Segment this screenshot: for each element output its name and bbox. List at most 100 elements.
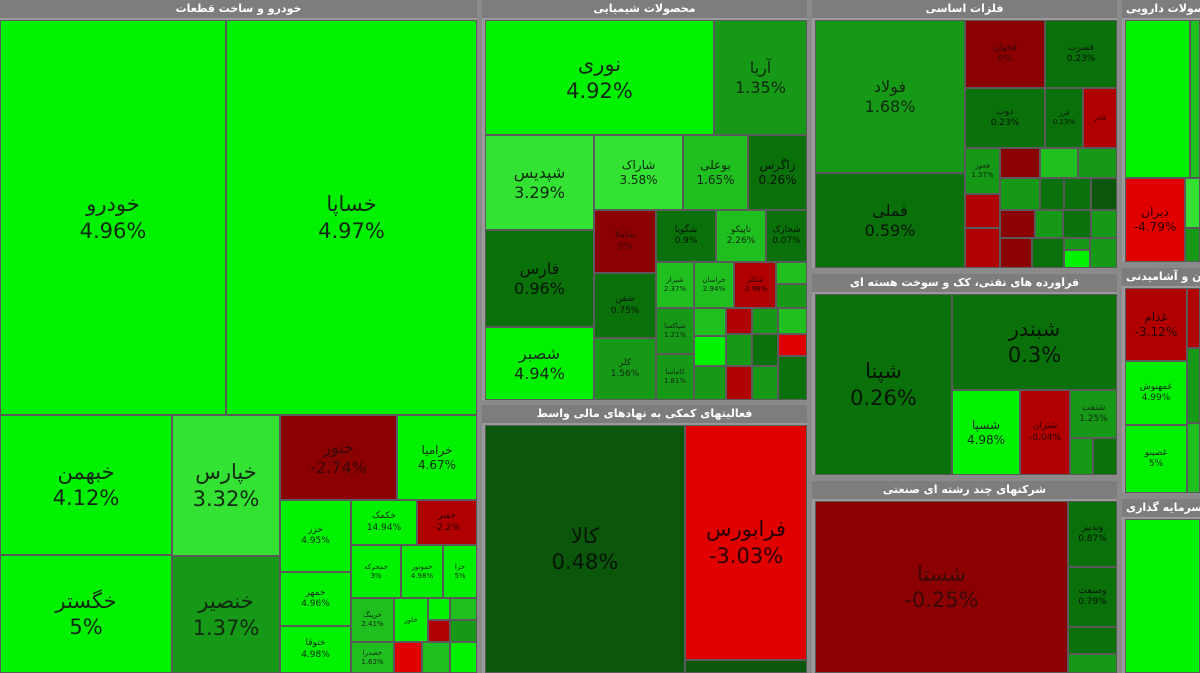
stock-tile-zagros[interactable]: زاگرس 0.26% [748, 135, 807, 210]
stock-tile[interactable] [694, 366, 726, 400]
stock-tile[interactable] [1040, 178, 1064, 210]
stock-tile[interactable] [1032, 238, 1064, 268]
stock-tile[interactable] [1091, 210, 1117, 238]
stock-tile-shenaft[interactable]: شنفت 1.25% [1070, 390, 1117, 438]
stock-tile[interactable] [1064, 178, 1091, 210]
stock-tile-vatadbir[interactable]: وتدبیر 0.87% [1068, 501, 1117, 567]
stock-tile[interactable] [1040, 148, 1078, 178]
stock-tile-kala[interactable]: کالا 0.48% [485, 425, 685, 673]
stock-tile-foolad[interactable]: فولاد 1.68% [815, 20, 965, 173]
stock-tile[interactable] [694, 336, 726, 366]
stock-tile-ghadam[interactable]: غدام -3.12% [1125, 288, 1187, 361]
stock-tile[interactable] [1187, 348, 1200, 423]
stock-tile-vasanat[interactable]: وصنعت 0.79% [1068, 567, 1117, 627]
stock-tile[interactable] [1125, 519, 1200, 673]
stock-tile[interactable] [778, 334, 807, 356]
stock-tile-shamla[interactable]: شاملا 0% [594, 210, 656, 273]
stock-tile[interactable] [1064, 250, 1090, 268]
stock-tile[interactable] [1000, 210, 1035, 238]
stock-tile-fajahan[interactable]: فجهان 0% [965, 20, 1045, 88]
stock-tile-fazar[interactable]: فزر 0.13% [1045, 88, 1083, 148]
stock-tile[interactable] [726, 334, 752, 366]
stock-tile[interactable] [752, 366, 778, 400]
stock-tile-khazar[interactable]: خزر 4.95% [280, 500, 351, 572]
stock-tile-dirán[interactable]: دیران -4.79% [1125, 178, 1185, 262]
stock-tile[interactable] [726, 308, 752, 334]
stock-tile-fesorb[interactable]: فسرب 0.23% [1045, 20, 1117, 88]
stock-tile-khsadra[interactable]: خصدرا 1.62% [351, 642, 394, 673]
stock-tile-shasabr[interactable]: شصبر 4.94% [485, 327, 594, 400]
stock-tile-khmoharekeh[interactable]: خمحرکه 3% [351, 545, 401, 598]
stock-tile-noori[interactable]: نوری 4.92% [485, 20, 714, 135]
stock-tile-shepaksa[interactable]: شپاکسا 1.21% [656, 308, 694, 354]
stock-tile-zob[interactable]: ذوب 0.23% [965, 88, 1045, 148]
stock-tile-fars[interactable]: فارس 0.96% [485, 230, 594, 327]
stock-tile[interactable] [1187, 288, 1200, 348]
stock-tile[interactable] [1078, 148, 1117, 178]
stock-tile-khgostar[interactable]: خگستر 5% [0, 555, 172, 673]
stock-tile[interactable] [1064, 238, 1090, 250]
stock-tile-khramia[interactable]: خرامیا 4.67% [397, 415, 477, 500]
stock-tile[interactable] [1187, 423, 1200, 493]
stock-tile[interactable] [1090, 238, 1117, 268]
stock-tile-fakhooz[interactable]: فخوز 1.37% [965, 148, 1000, 194]
stock-tile-khza[interactable]: خزا 5% [443, 545, 477, 598]
stock-tile[interactable] [394, 642, 422, 673]
stock-tile[interactable] [1185, 178, 1200, 228]
stock-tile[interactable] [1091, 178, 1117, 210]
stock-tile[interactable] [778, 356, 807, 400]
stock-tile-shafan[interactable]: شفن 0.75% [594, 273, 656, 338]
stock-tile-khodro[interactable]: خودرو 4.96% [0, 20, 226, 415]
stock-tile[interactable] [726, 366, 752, 400]
stock-tile[interactable] [1070, 438, 1093, 475]
stock-tile-khmehr[interactable]: خمهر 4.96% [280, 572, 351, 626]
stock-tile-faazar[interactable]: فاذر [1083, 88, 1117, 148]
stock-tile[interactable] [1068, 627, 1117, 654]
stock-tile[interactable] [776, 262, 807, 284]
stock-tile-kamasa[interactable]: کاماسا 1.81% [656, 354, 694, 400]
stock-tile[interactable] [422, 642, 450, 673]
stock-tile-kalor[interactable]: کلر 1.56% [594, 338, 656, 400]
stock-tile-shiraz[interactable]: شیراز 2.37% [656, 262, 694, 308]
stock-tile[interactable] [1125, 20, 1190, 178]
stock-tile[interactable] [1000, 238, 1032, 268]
stock-tile-khkomak[interactable]: خکمک 14.94% [351, 500, 417, 545]
stock-tile-khtoor[interactable]: ختور -2.74% [280, 415, 397, 500]
stock-tile-farabourse[interactable]: فرابورس -3.03% [685, 425, 807, 660]
stock-tile[interactable] [752, 308, 778, 334]
stock-tile-sharak[interactable]: شاراک 3.58% [594, 135, 683, 210]
stock-tile-khbahman[interactable]: خبهمن 4.12% [0, 415, 172, 555]
stock-tile-shebandar[interactable]: شبندر 0.3% [952, 294, 1117, 390]
stock-tile[interactable] [1000, 178, 1040, 210]
stock-tile-ghamhanoosh[interactable]: غمهنوش 4.99% [1125, 361, 1187, 425]
stock-tile-shepdis[interactable]: شپدیس 3.29% [485, 135, 594, 230]
stock-tile-khesapa[interactable]: خساپا 4.97% [226, 20, 477, 415]
stock-tile[interactable] [1035, 210, 1063, 238]
stock-tile-aria[interactable]: آریا 1.35% [714, 20, 807, 135]
stock-tile-ghosino[interactable]: غصینو 5% [1125, 425, 1187, 493]
stock-tile-khring[interactable]: خرینگ 2.41% [351, 598, 394, 642]
stock-tile-shegooya[interactable]: شگویا 0.9% [656, 210, 716, 262]
stock-tile-shekhark[interactable]: شخارک 0.07% [766, 210, 807, 262]
stock-tile[interactable] [1000, 148, 1040, 178]
stock-tile[interactable] [965, 228, 1000, 268]
stock-tile-shesepa[interactable]: شسپا 4.98% [952, 390, 1020, 475]
stock-tile[interactable] [1190, 20, 1200, 178]
stock-tile[interactable] [450, 598, 477, 620]
stock-tile[interactable] [778, 308, 807, 334]
stock-tile[interactable] [694, 308, 726, 336]
stock-tile[interactable] [428, 598, 450, 620]
stock-tile-booali[interactable]: بوعلی 1.65% [683, 135, 748, 210]
stock-tile[interactable] [450, 620, 477, 642]
stock-tile[interactable] [685, 660, 807, 673]
stock-tile-tapico[interactable]: تاپیکو 2.26% [716, 210, 766, 262]
stock-tile-khfanar[interactable]: خفنر -2.2% [417, 500, 477, 545]
stock-tile-femeli[interactable]: فملی 0.59% [815, 173, 965, 268]
stock-tile-khtooqa[interactable]: ختوقا 4.98% [280, 626, 351, 673]
stock-tile-khpars[interactable]: خپارس 3.32% [172, 415, 280, 556]
stock-tile-khnasir[interactable]: خنصیر 1.37% [172, 556, 280, 673]
stock-tile[interactable] [1185, 228, 1200, 262]
stock-tile[interactable] [450, 642, 477, 673]
stock-tile[interactable] [428, 620, 450, 642]
stock-tile[interactable] [1063, 210, 1091, 238]
